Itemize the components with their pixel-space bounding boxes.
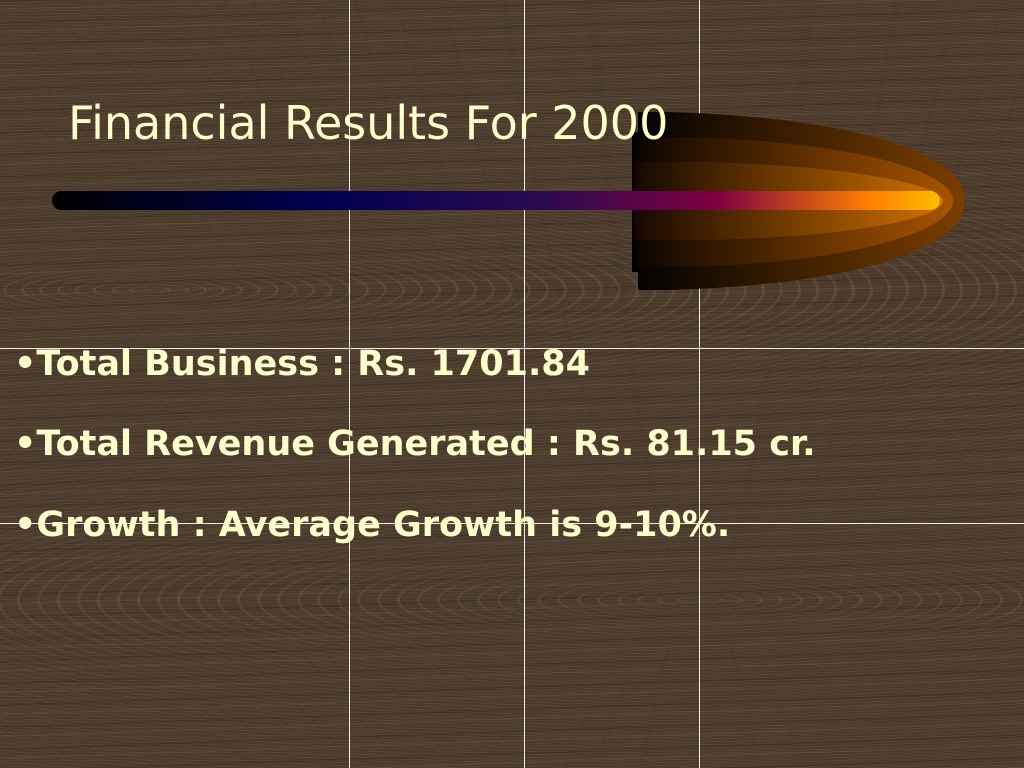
bullet-growth: •Growth : Average Growth is 9-10%.: [14, 505, 731, 545]
bullet-total-business: •Total Business : Rs. 1701.84: [14, 344, 590, 384]
grid-line: [524, 0, 525, 768]
gradient-divider-bar: [52, 191, 940, 210]
grid-line: [0, 348, 1024, 349]
slide-title: Financial Results For 2000: [68, 96, 669, 150]
grid-line: [0, 523, 1024, 524]
grid-line: [349, 0, 350, 768]
bullet-total-revenue: •Total Revenue Generated : Rs. 81.15 cr.: [14, 424, 816, 464]
grid-line: [699, 0, 700, 768]
